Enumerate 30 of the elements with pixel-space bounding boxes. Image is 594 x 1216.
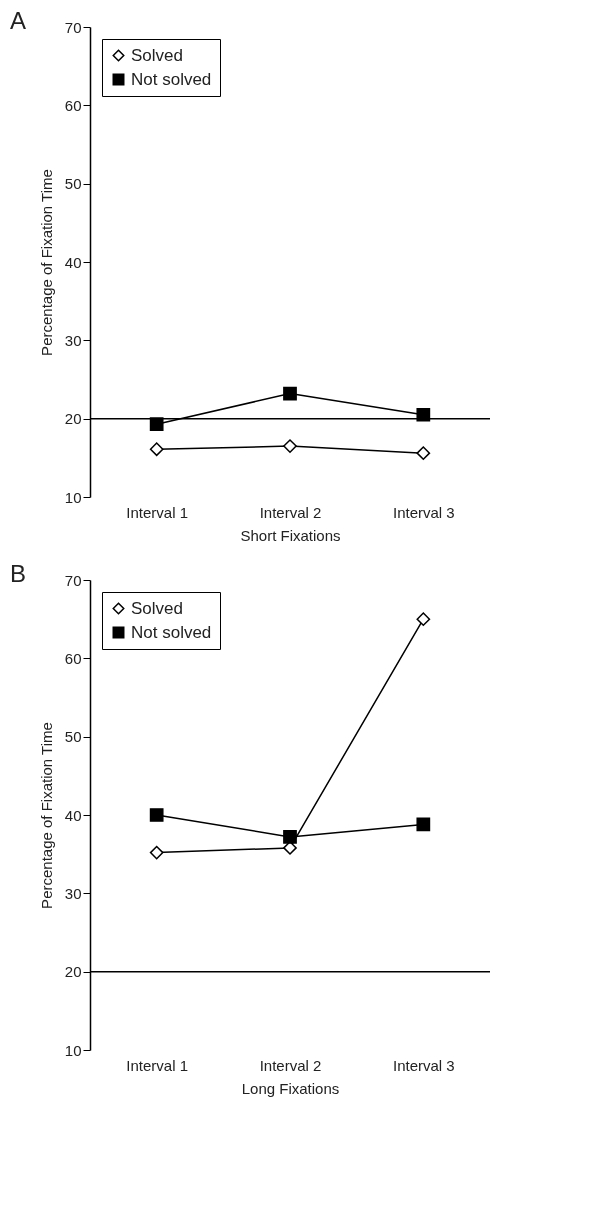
y-tick-label: 20	[64, 410, 82, 428]
y-tick-label: 10	[64, 1041, 82, 1059]
chart-title: B	[10, 560, 27, 587]
legend-label: Not solved	[131, 622, 212, 642]
y-axis-title: Percentage of Fixation Time	[37, 722, 55, 909]
x-tick-label: Interval 2	[259, 503, 322, 521]
y-tick-label: 60	[64, 649, 82, 667]
y-tick-label: 60	[64, 96, 82, 114]
y-tick-label: 40	[64, 806, 82, 824]
chart-title: A	[10, 7, 27, 34]
y-tick-label: 50	[64, 728, 82, 746]
x-tick-label: Interval 2	[259, 1056, 322, 1074]
legend-label: Not solved	[131, 69, 212, 89]
y-tick-label: 30	[64, 331, 82, 349]
y-axis-title: Percentage of Fixation Time	[37, 169, 55, 356]
y-tick-label: 40	[64, 253, 82, 271]
x-tick-label: Interval 3	[392, 503, 455, 521]
x-axis-title: Short Fixations	[240, 526, 341, 544]
x-axis-title: Long Fixations	[241, 1079, 340, 1097]
x-tick-label: Interval 1	[126, 503, 189, 521]
legend-label: Solved	[131, 45, 183, 65]
legend-label: Solved	[131, 598, 183, 618]
y-tick-label: 70	[64, 18, 82, 36]
x-tick-label: Interval 3	[392, 1056, 455, 1074]
y-tick-label: 20	[64, 963, 82, 981]
y-tick-label: 50	[64, 175, 82, 193]
y-tick-label: 70	[64, 571, 82, 589]
y-tick-label: 30	[64, 884, 82, 902]
x-tick-label: Interval 1	[126, 1056, 189, 1074]
y-tick-label: 10	[64, 488, 82, 506]
